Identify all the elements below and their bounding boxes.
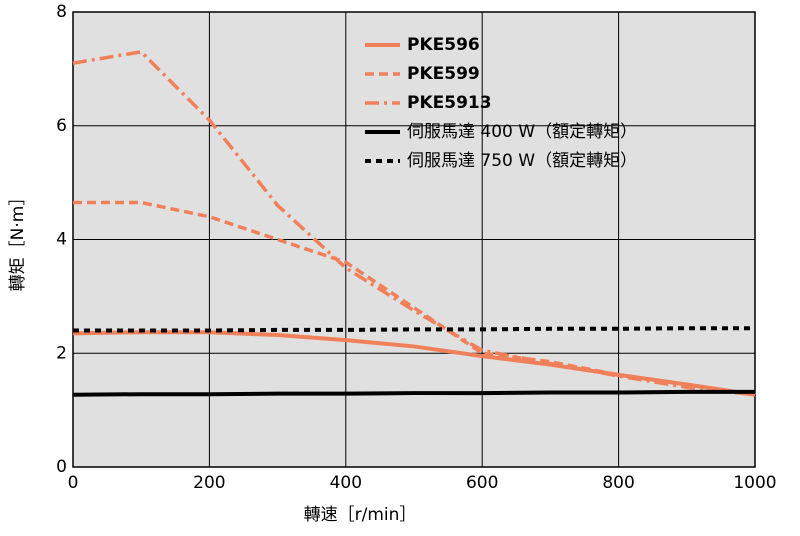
y-tick-label: 8 <box>56 2 67 22</box>
x-tick-label: 0 <box>68 473 79 493</box>
y-tick-label: 2 <box>56 343 67 363</box>
legend-label: PKE599 <box>407 64 480 84</box>
series-line <box>72 49 756 397</box>
series-line <box>72 389 755 397</box>
series-line <box>73 326 755 333</box>
y-tick-label: 6 <box>56 116 67 136</box>
legend-label: 伺服馬達 750 W（額定轉矩） <box>407 151 637 171</box>
y-axis-label: 轉矩［N·m］ <box>8 189 28 292</box>
x-tick-label: 200 <box>193 473 225 493</box>
x-axis-label: 轉速［r/min］ <box>304 505 417 525</box>
y-tick-label: 4 <box>56 230 67 250</box>
legend-label: PKE5913 <box>407 93 492 113</box>
y-tick-label: 0 <box>56 457 67 477</box>
x-tick-label: 800 <box>602 473 634 493</box>
legend-label: PKE596 <box>407 35 480 55</box>
plot-frame <box>72 11 756 468</box>
x-tick-label: 400 <box>330 473 362 493</box>
legend-label: 伺服馬達 400 W（額定轉矩） <box>407 122 637 142</box>
x-tick-label: 600 <box>466 473 498 493</box>
x-tick-label: 1000 <box>733 473 776 493</box>
